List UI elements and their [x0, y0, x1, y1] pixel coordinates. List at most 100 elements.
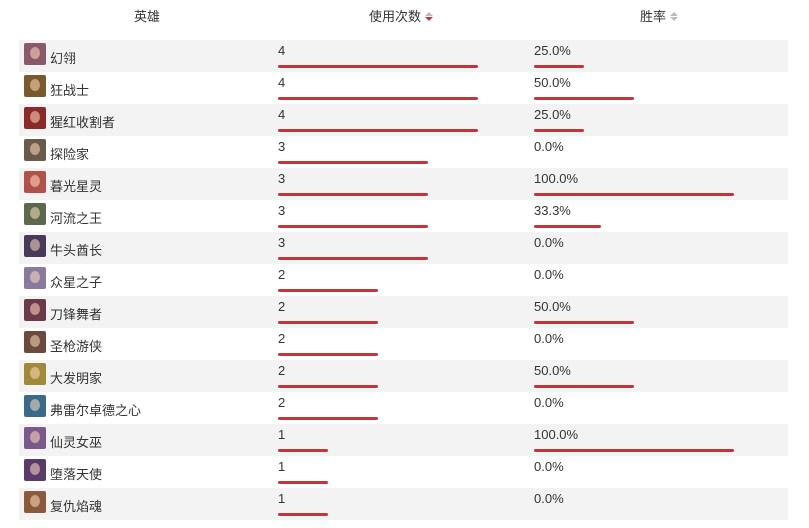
column-header-hero: 英雄	[134, 6, 160, 25]
hero-name[interactable]: 众星之子	[50, 275, 103, 290]
hero-avatar-icon[interactable]	[24, 75, 46, 97]
uses-bar	[278, 449, 328, 452]
uses-count: 4	[278, 75, 286, 90]
winrate-value: 25.0%	[534, 43, 571, 58]
winrate-value: 0.0%	[534, 459, 564, 474]
winrate-value: 0.0%	[534, 395, 564, 410]
uses-count: 2	[278, 363, 286, 378]
column-header-winrate-label: 胜率	[640, 9, 667, 24]
hero-avatar-icon[interactable]	[24, 203, 46, 225]
hero-name[interactable]: 堕落天使	[50, 467, 103, 482]
table-row: 弗雷尔卓德之心 2 0.0%	[19, 392, 788, 424]
column-header-uses[interactable]: 使用次数	[369, 6, 434, 25]
winrate-value: 50.0%	[534, 299, 571, 314]
uses-bar	[278, 481, 328, 484]
column-header-winrate[interactable]: 胜率	[640, 6, 679, 25]
uses-bar	[278, 417, 378, 420]
hero-name[interactable]: 仙灵女巫	[50, 435, 103, 450]
hero-avatar-icon[interactable]	[24, 363, 46, 385]
hero-avatar-icon[interactable]	[24, 171, 46, 193]
hero-avatar-icon[interactable]	[24, 107, 46, 129]
winrate-bar	[534, 321, 634, 324]
hero-name[interactable]: 猩红收割者	[50, 115, 116, 130]
winrate-bar	[534, 97, 634, 100]
winrate-bar	[534, 449, 734, 452]
hero-avatar-icon[interactable]	[24, 427, 46, 449]
winrate-value: 0.0%	[534, 491, 564, 506]
uses-bar	[278, 353, 378, 356]
table-row: 刀锋舞者 2 50.0%	[19, 296, 788, 328]
winrate-bar	[534, 65, 584, 68]
hero-name[interactable]: 幻翎	[50, 51, 77, 66]
winrate-value: 0.0%	[534, 267, 564, 282]
uses-count: 3	[278, 203, 286, 218]
column-header-uses-label: 使用次数	[369, 9, 422, 24]
sort-icon[interactable]	[670, 11, 679, 21]
table-row: 狂战士 4 50.0%	[19, 72, 788, 104]
uses-bar	[278, 65, 478, 68]
hero-name[interactable]: 牛头酋长	[50, 243, 103, 258]
table-row: 河流之王 3 33.3%	[19, 200, 788, 232]
uses-count: 3	[278, 171, 286, 186]
table-body: 幻翎 4 25.0% 狂战士 4 50.0% 猩红收割者 4 25.0% 探险家…	[19, 40, 788, 520]
hero-avatar-icon[interactable]	[24, 299, 46, 321]
winrate-value: 25.0%	[534, 107, 571, 122]
uses-count: 1	[278, 427, 286, 442]
winrate-value: 100.0%	[534, 427, 579, 442]
table-header: 英雄 使用次数 胜率	[0, 0, 809, 36]
table-row: 堕落天使 1 0.0%	[19, 456, 788, 488]
hero-avatar-icon[interactable]	[24, 459, 46, 481]
uses-bar	[278, 289, 378, 292]
winrate-value: 0.0%	[534, 235, 564, 250]
hero-name[interactable]: 河流之王	[50, 211, 103, 226]
uses-bar	[278, 97, 478, 100]
table-row: 牛头酋长 3 0.0%	[19, 232, 788, 264]
table-row: 众星之子 2 0.0%	[19, 264, 788, 296]
uses-bar	[278, 225, 428, 228]
winrate-value: 50.0%	[534, 75, 571, 90]
table-row: 仙灵女巫 1 100.0%	[19, 424, 788, 456]
uses-count: 2	[278, 331, 286, 346]
uses-bar	[278, 129, 478, 132]
uses-count: 2	[278, 267, 286, 282]
hero-name[interactable]: 弗雷尔卓德之心	[50, 403, 142, 418]
hero-avatar-icon[interactable]	[24, 139, 46, 161]
uses-count: 2	[278, 395, 286, 410]
winrate-value: 50.0%	[534, 363, 571, 378]
hero-name[interactable]: 探险家	[50, 147, 90, 162]
uses-bar	[278, 257, 428, 260]
uses-count: 2	[278, 299, 286, 314]
table-row: 猩红收割者 4 25.0%	[19, 104, 788, 136]
hero-avatar-icon[interactable]	[24, 267, 46, 289]
hero-name[interactable]: 刀锋舞者	[50, 307, 103, 322]
hero-avatar-icon[interactable]	[24, 331, 46, 353]
winrate-value: 100.0%	[534, 171, 579, 186]
sort-desc-icon[interactable]	[425, 11, 434, 21]
uses-count: 1	[278, 491, 286, 506]
hero-name[interactable]: 狂战士	[50, 83, 90, 98]
hero-avatar-icon[interactable]	[24, 43, 46, 65]
hero-name[interactable]: 圣枪游侠	[50, 339, 103, 354]
hero-name[interactable]: 暮光星灵	[50, 179, 103, 194]
winrate-bar	[534, 225, 601, 228]
uses-count: 4	[278, 107, 286, 122]
uses-bar	[278, 385, 378, 388]
table-row: 暮光星灵 3 100.0%	[19, 168, 788, 200]
uses-bar	[278, 513, 328, 516]
winrate-value: 33.3%	[534, 203, 571, 218]
uses-count: 3	[278, 139, 286, 154]
hero-name[interactable]: 复仇焰魂	[50, 499, 103, 514]
hero-avatar-icon[interactable]	[24, 395, 46, 417]
column-header-hero-label: 英雄	[134, 9, 161, 24]
uses-bar	[278, 161, 428, 164]
hero-avatar-icon[interactable]	[24, 235, 46, 257]
uses-count: 3	[278, 235, 286, 250]
uses-count: 1	[278, 459, 286, 474]
hero-name[interactable]: 大发明家	[50, 371, 103, 386]
winrate-value: 0.0%	[534, 139, 564, 154]
hero-avatar-icon[interactable]	[24, 491, 46, 513]
uses-bar	[278, 193, 428, 196]
winrate-bar	[534, 193, 734, 196]
winrate-bar	[534, 385, 634, 388]
